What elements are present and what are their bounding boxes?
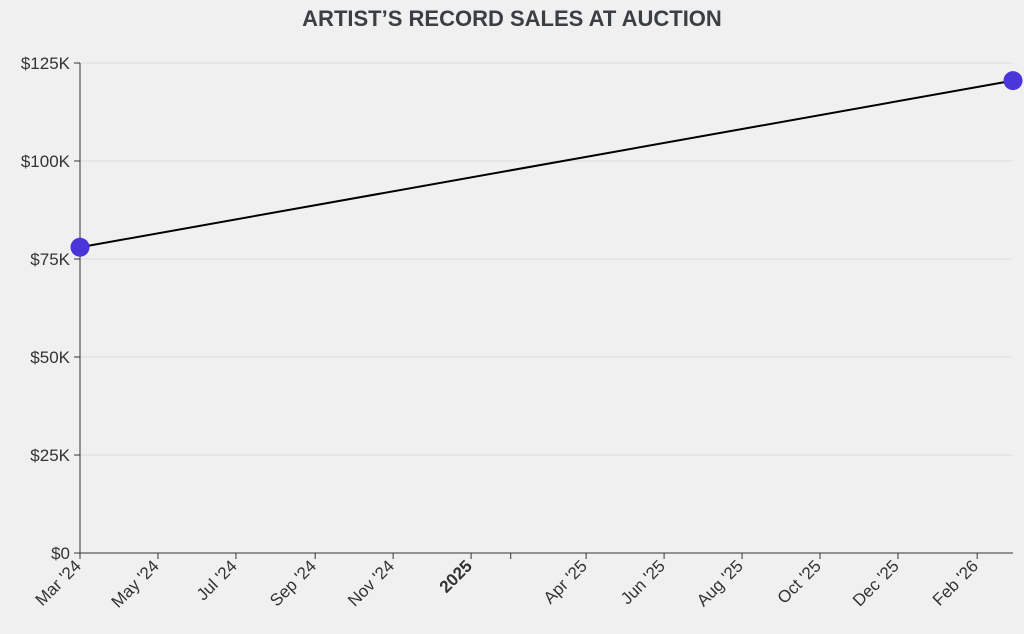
y-tick-label: $100K xyxy=(21,152,71,171)
y-axis-ticks: $0 $25K $50K $75K $100K $125K xyxy=(21,54,80,563)
y-tick-label: $125K xyxy=(21,54,71,73)
x-tick-label: 2025 xyxy=(436,556,476,596)
x-tick-label: Aug '25 xyxy=(693,556,747,610)
x-tick-label: Sep '24 xyxy=(266,556,320,610)
y-tick-label: $75K xyxy=(30,250,70,269)
series-line xyxy=(79,79,1014,249)
y-tick-label: $25K xyxy=(30,446,70,465)
chart-title: ARTIST’S RECORD SALES AT AUCTION xyxy=(302,6,722,31)
x-tick-label: Oct '25 xyxy=(774,556,825,607)
data-point[interactable] xyxy=(70,237,90,257)
y-tick-label: $0 xyxy=(51,544,70,563)
x-tick-label: Jun '25 xyxy=(617,556,669,608)
grid-lines xyxy=(80,62,1013,456)
series-sales xyxy=(70,71,1023,257)
x-tick-label: Feb '26 xyxy=(929,556,982,609)
y-tick-label: $50K xyxy=(30,348,70,367)
x-tick-label: May '24 xyxy=(108,556,163,611)
x-axis-ticks: Mar '24 May '24 Jul '24 Sep '24 Nov '24 2025 A… xyxy=(32,553,982,612)
x-tick-label: Jul '24 xyxy=(193,556,241,604)
x-tick-label: Nov '24 xyxy=(344,556,398,610)
x-tick-label: Mar '24 xyxy=(32,556,85,609)
x-tick-label: Dec '25 xyxy=(849,556,903,610)
x-tick-label: Apr '25 xyxy=(540,556,591,607)
data-point[interactable] xyxy=(1003,71,1023,91)
